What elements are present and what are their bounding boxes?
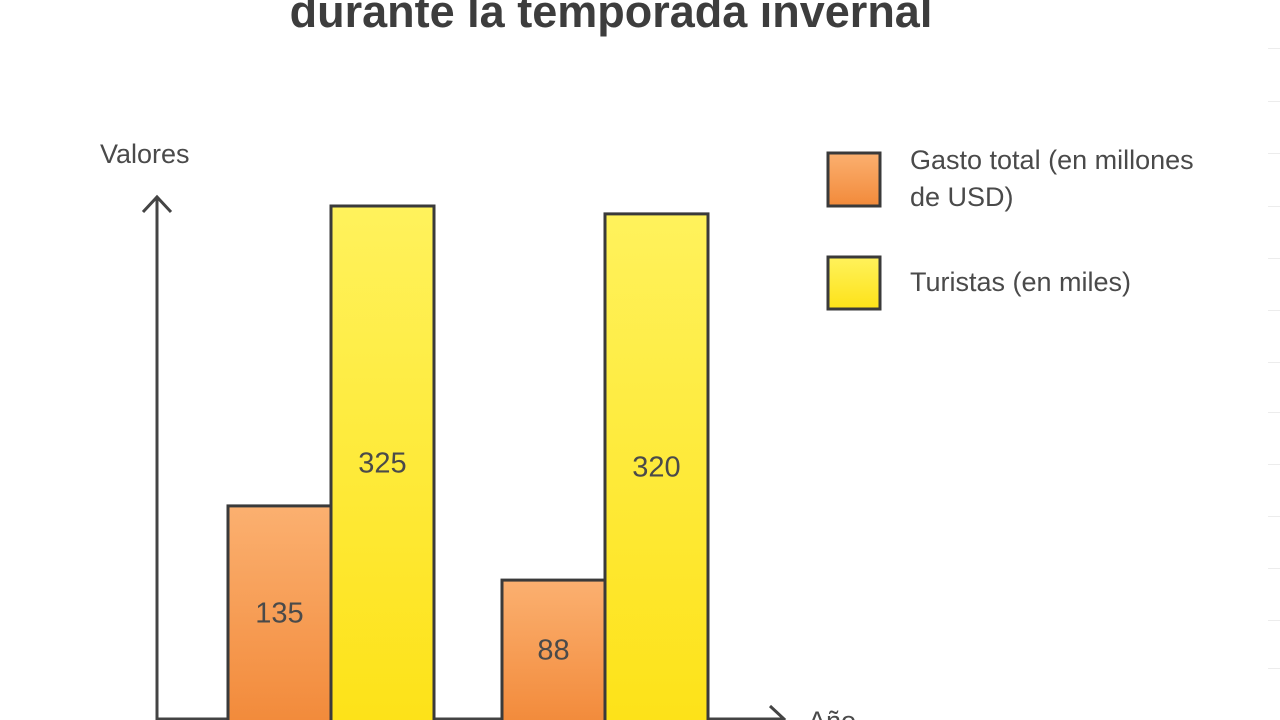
- data-label-gasto-1: 135: [255, 597, 303, 629]
- x-axis-label: Año: [808, 706, 856, 720]
- bar-turistas-2: [603, 212, 710, 720]
- data-label-turistas-1: 325: [358, 448, 406, 480]
- chart-title: durante la temporada invernal: [289, 0, 933, 37]
- x-axis-arrow-icon: [768, 704, 787, 720]
- legend-label-gasto: Gasto total (en millones de USD): [910, 145, 1194, 212]
- data-label-gasto-2: 88: [537, 635, 569, 667]
- right-edge-ticks: [1266, 0, 1280, 720]
- y-axis-label: Valores: [100, 139, 190, 169]
- legend: [826, 151, 882, 311]
- bar-gasto-2: [500, 578, 607, 720]
- data-label-turistas-2: 320: [632, 451, 680, 483]
- y-axis: [141, 194, 173, 720]
- legend-swatch-turistas: [826, 255, 882, 311]
- legend-label-turistas: Turistas (en miles): [910, 267, 1132, 297]
- legend-swatch-gasto: [826, 151, 882, 208]
- bars: 135 88 325 320: [226, 204, 710, 720]
- y-axis-arrow-icon: [141, 194, 173, 214]
- bar-turistas-1: [329, 204, 436, 720]
